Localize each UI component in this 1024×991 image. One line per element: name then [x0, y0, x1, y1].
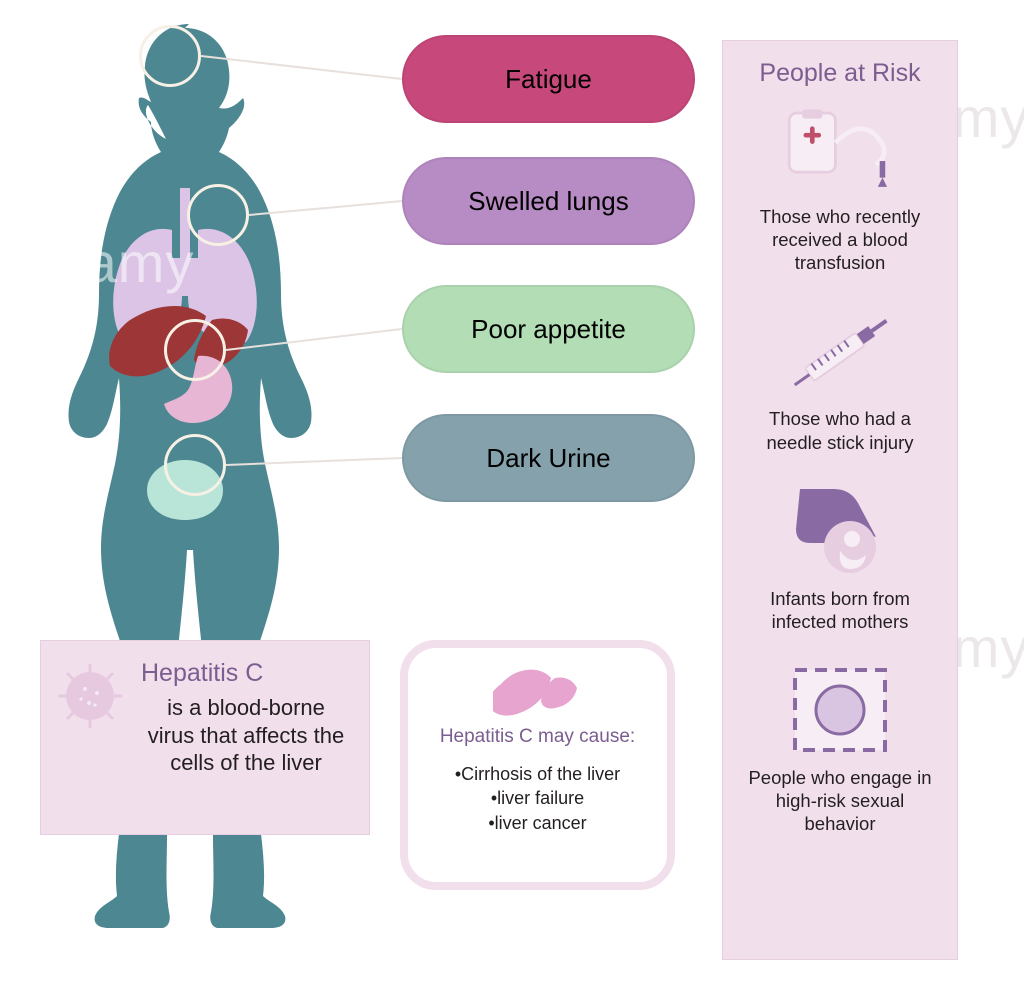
infant-icon	[780, 484, 900, 579]
risk-item: Infants born from infected mothers	[735, 484, 945, 655]
symptom-label: Swelled lungs	[468, 186, 628, 217]
cause-box: Hepatitis C may cause: •Cirrhosis of the…	[400, 640, 675, 890]
cause-list: •Cirrhosis of the liver•liver failure•li…	[420, 762, 655, 835]
symptom-pill: Poor appetite	[402, 285, 695, 373]
symptom-label: Fatigue	[505, 64, 592, 95]
virus-icon	[55, 661, 125, 731]
body-marker	[164, 319, 226, 381]
symptom-label: Dark Urine	[486, 443, 610, 474]
risk-text: Those who recently received a blood tran…	[735, 205, 945, 296]
cause-item: •Cirrhosis of the liver	[420, 762, 655, 786]
cause-title: Hepatitis C may cause:	[420, 726, 655, 748]
symptom-pill: Dark Urine	[402, 414, 695, 502]
risk-item: People who engage in high-risk sexual be…	[735, 663, 945, 857]
symptom-pill: Fatigue	[402, 35, 695, 123]
definition-text: is a blood-borne virus that affects the …	[141, 694, 351, 777]
body-marker	[139, 25, 201, 87]
transfusion-icon	[780, 102, 900, 197]
risk-sex-icon	[780, 663, 900, 758]
definition-title: Hepatitis C	[141, 659, 351, 688]
risk-item: Those who had a needle stick injury	[735, 304, 945, 475]
syringe-icon	[780, 304, 900, 399]
cause-item: •liver cancer	[420, 811, 655, 835]
risk-panel: People at Risk Those who recently receiv…	[722, 40, 958, 960]
symptom-pill: Swelled lungs	[402, 157, 695, 245]
body-marker	[164, 434, 226, 496]
risk-text: Those who had a needle stick injury	[735, 407, 945, 475]
liver-icon	[493, 664, 583, 720]
risk-item: Those who recently received a blood tran…	[735, 102, 945, 296]
risk-text: Infants born from infected mothers	[735, 587, 945, 655]
body-marker	[187, 184, 249, 246]
risk-text: People who engage in high-risk sexual be…	[735, 766, 945, 857]
cause-item: •liver failure	[420, 786, 655, 810]
risk-title: People at Risk	[735, 59, 945, 88]
symptom-label: Poor appetite	[471, 314, 626, 345]
definition-box: Hepatitis C is a blood-borne virus that …	[40, 640, 370, 835]
